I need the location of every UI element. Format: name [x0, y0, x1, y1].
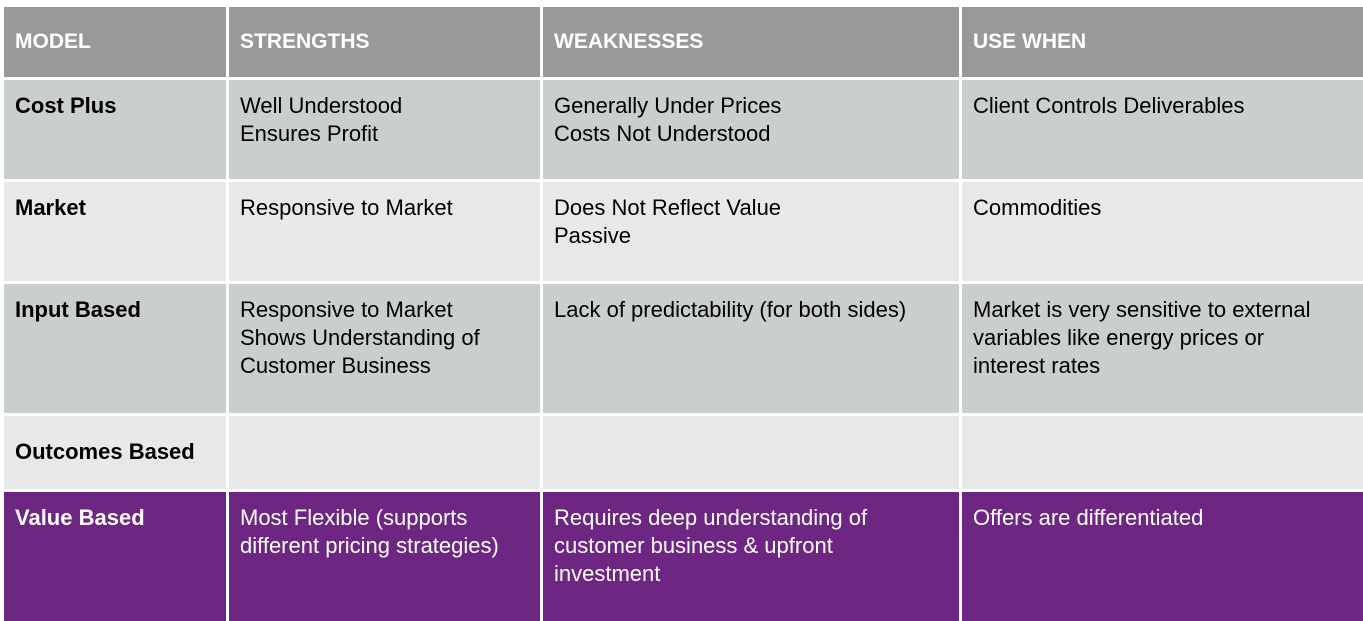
row-input-based-weaknesses: Lack of predictability (for both sides) [543, 284, 959, 413]
cell-line: customer business & upfront [554, 533, 833, 558]
row-outcomes-based-model: Outcomes Based [4, 416, 226, 489]
header-weaknesses: WEAKNESSES [543, 7, 959, 77]
cell-line: Requires deep understanding of [554, 505, 868, 530]
row-input-based-model: Input Based [4, 284, 226, 413]
header-strengths: STRENGTHS [229, 7, 540, 77]
pricing-models-table: MODEL STRENGTHS WEAKNESSES USE WHEN Cost… [4, 7, 1363, 621]
header-use-when: USE WHEN [962, 7, 1363, 77]
row-outcomes-based-weaknesses [543, 416, 959, 489]
cell-line: Client Controls Deliverables [973, 93, 1245, 118]
cell-line: interest rates [973, 353, 1101, 378]
cell-line: Commodities [973, 195, 1102, 220]
cell-line: Most Flexible (supports [240, 505, 468, 530]
cell-line: Does Not Reflect Value [554, 195, 782, 220]
header-model: MODEL [4, 7, 226, 77]
cell-line: Costs Not Understood [554, 121, 771, 146]
cell-line: Responsive to Market [240, 195, 453, 220]
row-cost-plus-weaknesses: Generally Under Prices Costs Not Underst… [543, 80, 959, 179]
cell-line: Ensures Profit [240, 121, 379, 146]
cell-line: investment [554, 561, 661, 586]
cell-line: variables like energy prices or [973, 325, 1265, 350]
row-cost-plus-model: Cost Plus [4, 80, 226, 179]
row-outcomes-based-use-when [962, 416, 1363, 489]
row-value-based-model: Value Based [4, 492, 226, 621]
cell-line: Lack of predictability (for both sides) [554, 297, 907, 322]
row-input-based-strengths: Responsive to Market Shows Understanding… [229, 284, 540, 413]
cell-line: Generally Under Prices [554, 93, 782, 118]
cell-line: different pricing strategies) [240, 533, 499, 558]
row-cost-plus-use-when: Client Controls Deliverables [962, 80, 1363, 179]
row-value-based-use-when: Offers are differentiated [962, 492, 1363, 621]
cell-line: Market is very sensitive to external [973, 297, 1311, 322]
cell-line: Passive [554, 223, 632, 248]
cell-line: Shows Understanding of [240, 325, 480, 350]
row-value-based-weaknesses: Requires deep understanding of customer … [543, 492, 959, 621]
cell-line: Well Understood [240, 93, 403, 118]
row-input-based-use-when: Market is very sensitive to external var… [962, 284, 1363, 413]
row-market-weaknesses: Does Not Reflect Value Passive [543, 182, 959, 281]
row-market-use-when: Commodities [962, 182, 1363, 281]
row-market-strengths: Responsive to Market [229, 182, 540, 281]
row-outcomes-based-strengths [229, 416, 540, 489]
cell-line: Offers are differentiated [973, 505, 1204, 530]
row-cost-plus-strengths: Well Understood Ensures Profit [229, 80, 540, 179]
row-value-based-strengths: Most Flexible (supports different pricin… [229, 492, 540, 621]
cell-line: Customer Business [240, 353, 431, 378]
row-market-model: Market [4, 182, 226, 281]
cell-line: Responsive to Market [240, 297, 453, 322]
